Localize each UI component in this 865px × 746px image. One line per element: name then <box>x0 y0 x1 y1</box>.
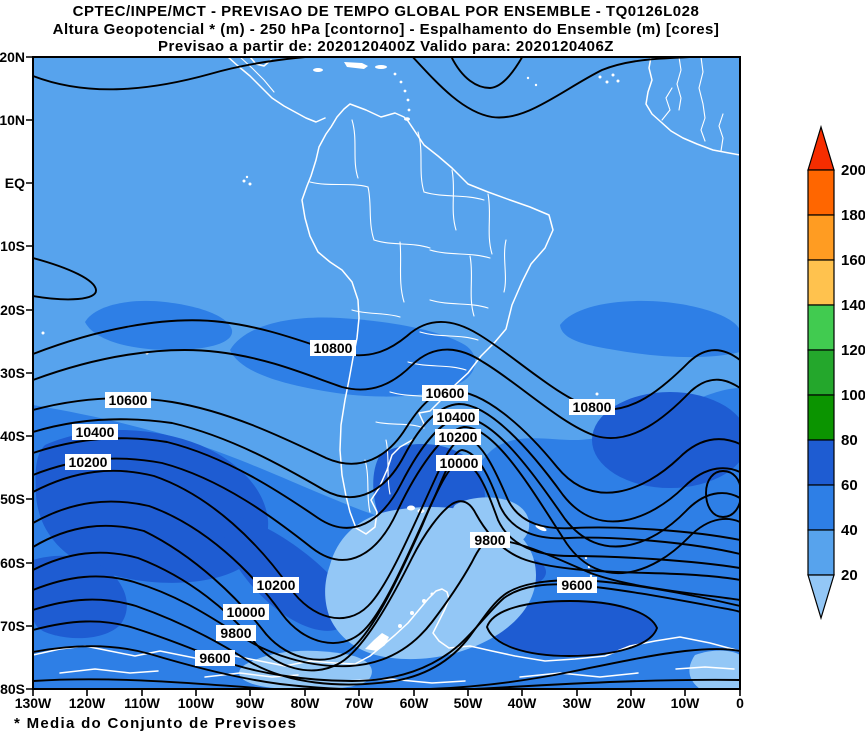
x-axis: 130W 120W 110W 100W 90W 80W 70W 60W 50W … <box>15 689 744 711</box>
caribbean-islands <box>313 62 411 121</box>
x-tick-label: 100W <box>178 695 215 711</box>
contour-lines <box>33 57 740 689</box>
title-block: CPTEC/INPE/MCT - PREVISAO DE TEMPO GLOBA… <box>53 3 720 55</box>
colorbar-tick-label: 180 <box>841 207 865 224</box>
contour-label: 10200 <box>69 454 108 470</box>
y-tick-label: 40S <box>0 428 25 444</box>
colorbar-tick-label: 20 <box>841 567 858 584</box>
colorbar-tick-label: 200 <box>841 162 865 179</box>
colorbar-arrow-bottom <box>807 574 835 621</box>
y-tick-label: 50S <box>0 491 25 507</box>
colorbar-tick-label: 120 <box>841 342 865 359</box>
y-tick-label: 30S <box>0 365 25 381</box>
y-tick-label: 20N <box>0 49 25 65</box>
x-tick-label: 10W <box>671 695 701 711</box>
contour-label: 10600 <box>426 385 465 401</box>
contour-label: 9800 <box>220 625 251 641</box>
map-area: 10800 10800 10600 10600 10400 10400 1020… <box>33 57 740 689</box>
y-tick-label: 80S <box>0 681 25 697</box>
contour-label: 10000 <box>440 455 479 471</box>
colorbar-tick-label: 140 <box>841 297 865 314</box>
x-tick-label: 30W <box>563 695 593 711</box>
colorbar-tick-label: 80 <box>841 432 858 449</box>
contour-label: 10800 <box>573 399 612 415</box>
coastlines <box>33 57 740 684</box>
footer-note: * Media do Conjunto de Previsoes <box>14 715 297 732</box>
contour-label: 10200 <box>257 577 296 593</box>
y-tick-label: 10S <box>0 238 25 254</box>
south-america-borders <box>309 119 507 513</box>
title-line-1: CPTEC/INPE/MCT - PREVISAO DE TEMPO GLOBA… <box>73 3 700 20</box>
title-line-3: Previsao a partir de: 2020120400Z Valido… <box>158 38 614 55</box>
y-tick-label: 70S <box>0 618 25 634</box>
x-tick-label: 80W <box>291 695 321 711</box>
y-tick-label: EQ <box>5 175 25 191</box>
x-tick-label: 70W <box>345 695 375 711</box>
contour-label: 9600 <box>199 650 230 666</box>
colorbar-tick-label: 40 <box>841 522 858 539</box>
title-line-2: Altura Geopotencial * (m) - 250 hPa [con… <box>53 21 720 38</box>
africa-coast <box>526 57 740 156</box>
y-axis: 20N 10N EQ 10S 20S 30S 40S 50S 60S 70S 8… <box>0 49 33 697</box>
south-atlantic-islands <box>407 505 593 578</box>
x-tick-label: 20W <box>617 695 647 711</box>
contour-label: 10800 <box>314 340 353 356</box>
contour-labels: 10800 10800 10600 10600 10400 10400 1020… <box>65 340 615 666</box>
y-tick-label: 20S <box>0 302 25 318</box>
x-tick-label: 40W <box>508 695 538 711</box>
x-tick-label: 50W <box>454 695 484 711</box>
central-america-coast <box>227 57 326 123</box>
y-tick-label: 60S <box>0 555 25 571</box>
colorbar-tick-label: 160 <box>841 252 865 269</box>
contour-label: 9600 <box>561 577 592 593</box>
x-tick-label: 60W <box>400 695 430 711</box>
y-tick-label: 10N <box>0 112 25 128</box>
colorbar-tick-label: 60 <box>841 477 858 494</box>
colorbar: 200 180 160 140 120 100 80 60 40 20 <box>807 124 865 621</box>
contour-label: 10200 <box>439 429 478 445</box>
x-tick-label: 90W <box>236 695 266 711</box>
colorbar-arrow-top <box>807 124 835 171</box>
contour-label: 10400 <box>437 409 476 425</box>
x-tick-label: 130W <box>15 695 52 711</box>
x-tick-label: 120W <box>69 695 106 711</box>
contour-label: 10600 <box>109 392 148 408</box>
x-tick-label: 0 <box>736 695 744 711</box>
contour-label: 10000 <box>227 604 266 620</box>
contour-label: 9800 <box>474 532 505 548</box>
contour-label: 10400 <box>76 424 115 440</box>
south-america-coast <box>301 103 554 535</box>
colorbar-tick-label: 100 <box>841 387 865 404</box>
x-tick-label: 110W <box>124 695 161 711</box>
